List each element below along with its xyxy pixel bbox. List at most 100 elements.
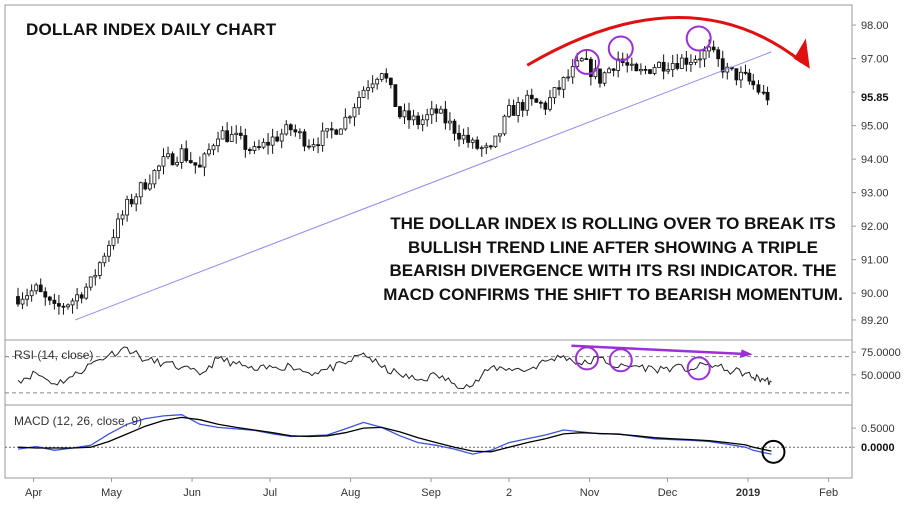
candle-body <box>288 124 293 131</box>
candle-body <box>493 135 498 148</box>
candle-body <box>552 87 557 99</box>
candle-body <box>388 77 393 86</box>
candle-body <box>375 78 380 85</box>
candle-body <box>529 94 534 100</box>
candle-body <box>675 62 680 69</box>
candle-body <box>434 108 439 114</box>
x-tick-label: Apr <box>25 487 42 499</box>
candle-body <box>366 87 370 91</box>
candle-body <box>229 134 234 142</box>
candle-body <box>52 299 57 304</box>
candle-body <box>325 128 330 132</box>
candle-body <box>107 244 111 257</box>
candle-body <box>197 164 202 168</box>
candle-body <box>475 139 480 149</box>
candle-body <box>152 170 157 185</box>
candle-body <box>57 303 61 307</box>
trend-arc-arrowhead <box>793 38 810 69</box>
rsi-pane-frame <box>4 339 853 406</box>
rsi-divergence-arrowhead <box>739 349 753 358</box>
price-ytick-label: 89.20 <box>861 315 889 327</box>
candle-body <box>293 129 298 133</box>
candle-body <box>361 89 366 98</box>
candle-body <box>470 139 475 143</box>
candle-body <box>734 68 739 81</box>
candle-body <box>247 149 252 151</box>
candle-body <box>520 102 525 111</box>
candle-body <box>334 129 339 135</box>
annotation-text: THE DOLLAR INDEX IS ROLLING OVER TO BREA… <box>383 214 843 304</box>
macd-zero-box <box>855 438 911 456</box>
candle-body <box>425 114 430 121</box>
candle-body <box>234 132 239 135</box>
candle-body <box>670 62 675 71</box>
candle-body <box>484 145 489 149</box>
candle-body <box>698 58 702 61</box>
candle-body <box>561 77 566 90</box>
candle-body <box>175 162 180 166</box>
candle-body <box>116 218 120 239</box>
candle-body <box>216 138 220 147</box>
x-tick-label: Jul <box>263 487 277 499</box>
candle-body <box>702 50 707 60</box>
candle-body <box>393 84 398 108</box>
candle-body <box>66 304 70 308</box>
candle-body <box>625 62 630 66</box>
candle-body <box>538 101 543 104</box>
candle-body <box>238 132 243 136</box>
candle-body <box>452 120 457 134</box>
price-peak-circle <box>573 48 600 75</box>
candle-body <box>588 58 593 78</box>
candle-body <box>689 61 693 65</box>
candle-body <box>602 72 607 84</box>
candle-body <box>34 284 39 292</box>
candle-body <box>261 141 266 148</box>
candle-body <box>161 156 166 167</box>
trend-arc-arrow <box>526 16 803 67</box>
x-tick-label: Aug <box>341 487 361 499</box>
candle-body <box>629 63 634 66</box>
candle-body <box>102 255 107 264</box>
price-ytick-label: 92.00 <box>861 221 889 233</box>
candle-body <box>338 128 343 135</box>
rsi-ytick-label: 50.0000 <box>861 370 901 382</box>
candle-body <box>207 149 211 155</box>
trend-line <box>74 51 772 321</box>
candle-body <box>61 305 66 308</box>
candle-body <box>125 198 130 216</box>
price-ytick-label: 93.00 <box>861 188 889 200</box>
x-tick-label: 2 <box>506 487 512 499</box>
candle-body <box>534 98 539 103</box>
candle-body <box>38 284 43 293</box>
candle-body <box>352 107 357 118</box>
candle-body <box>747 72 752 82</box>
candle-body <box>257 146 261 148</box>
candle-body <box>448 120 452 124</box>
x-tick-label: Jun <box>183 487 201 499</box>
rsi-peak-circle <box>608 348 633 373</box>
candle-body <box>711 46 716 51</box>
candle-body <box>220 130 225 140</box>
price-ytick-label: 94.00 <box>861 154 889 166</box>
candle-body <box>79 294 84 299</box>
candle-body <box>438 108 443 114</box>
candle-body <box>525 94 530 111</box>
candle-body <box>720 58 725 73</box>
candle-body <box>88 276 93 288</box>
macd-series-macd <box>17 414 772 455</box>
macd-ytick-label: 0.5000 <box>861 423 895 435</box>
candle-body <box>557 87 561 90</box>
candle-body <box>739 71 743 81</box>
macd-series-signal <box>17 416 772 453</box>
candle-body <box>111 237 116 246</box>
candle-body <box>252 146 257 151</box>
candle-body <box>648 69 652 74</box>
candle-body <box>429 108 434 116</box>
candle-body <box>343 116 348 130</box>
candle-body <box>679 57 684 69</box>
candle-body <box>188 160 193 164</box>
candle-body <box>243 135 248 150</box>
rsi-line <box>17 346 772 390</box>
